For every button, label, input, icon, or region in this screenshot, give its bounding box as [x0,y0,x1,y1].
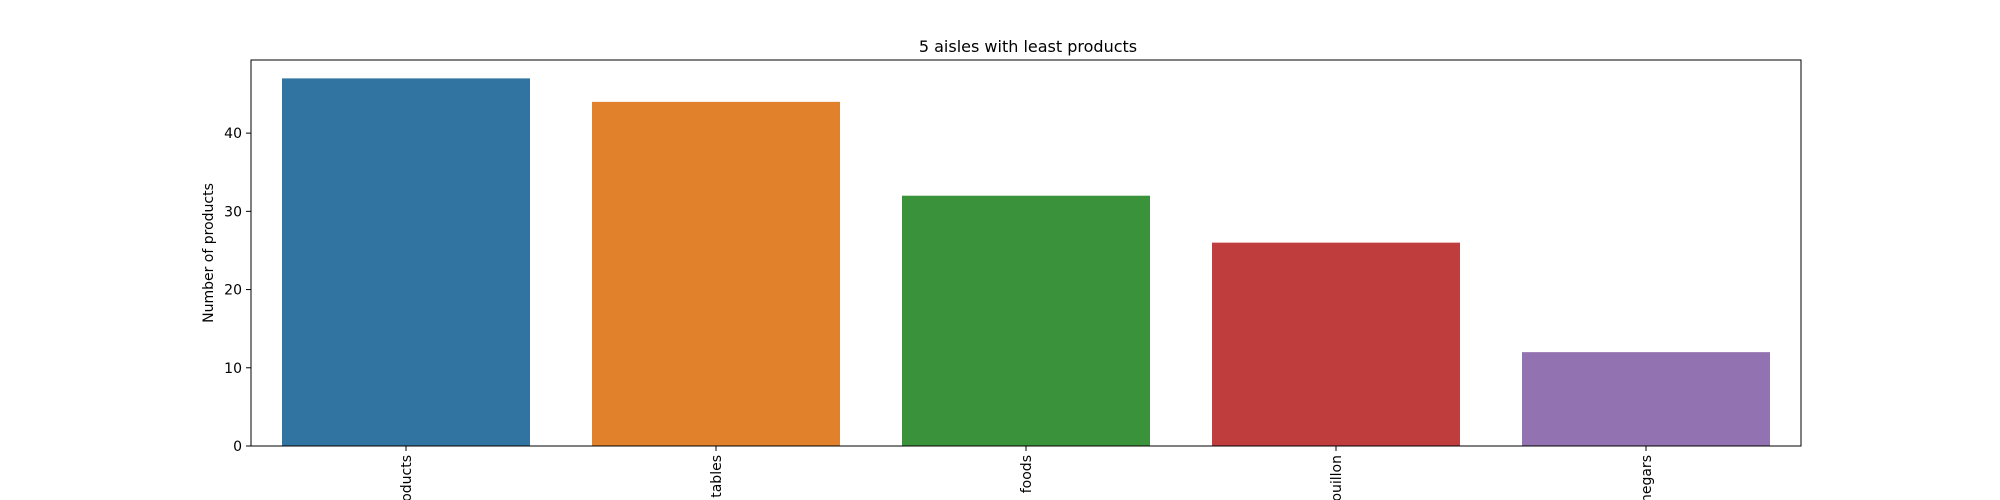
bar-4 [1522,352,1770,446]
y-tick-label-3: 30 [224,204,242,220]
bar-0 [282,78,530,446]
x-tick-label-2: foods [1019,455,1035,493]
bar-3 [1212,242,1460,446]
x-tick-label-4: negars [1639,455,1655,500]
bars-group [282,78,1770,446]
y-tick-label-2: 20 [224,283,242,299]
y-axis-label: Number of products [201,183,217,323]
x-tick-label-3: ouillon [1329,455,1345,500]
bar-1 [592,101,840,446]
plot-frame [250,59,1802,447]
x-tick-label-1: tables [709,455,725,498]
y-tick-label-0: 0 [233,439,242,455]
bar-2 [902,195,1150,446]
y-ticks-group: 0 10 20 30 40 [224,126,251,455]
x-ticks-group: products tables foods ouillon negars [399,446,1655,500]
x-tick-label-0: products [399,455,415,500]
chart-title: 5 aisles with least products [919,37,1137,56]
y-tick-label-4: 40 [224,126,242,142]
y-tick-label-1: 10 [224,361,242,377]
